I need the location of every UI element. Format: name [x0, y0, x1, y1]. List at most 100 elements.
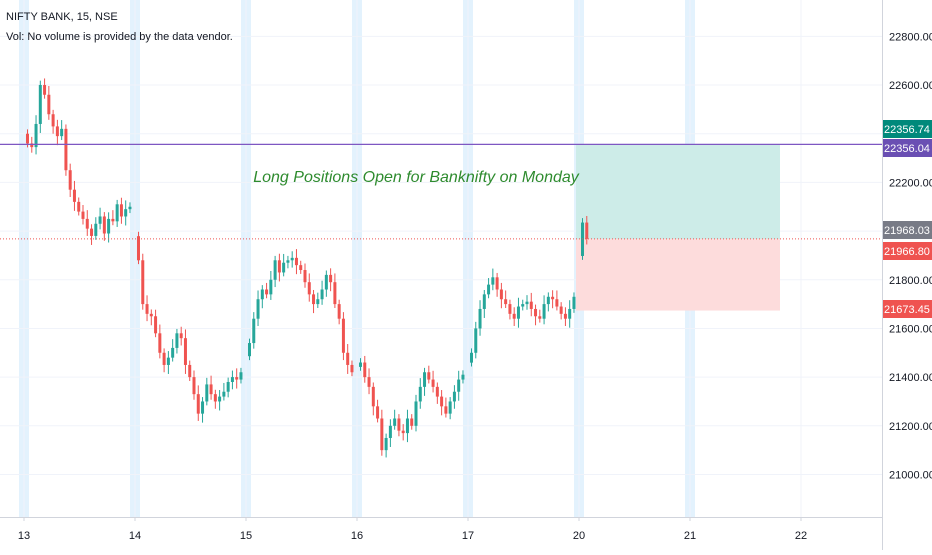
- candle-body: [145, 304, 149, 314]
- candle-body: [282, 262, 286, 273]
- annotation-text: Long Positions Open for Banknifty on Mon…: [253, 169, 580, 186]
- x-tick-label: 17: [462, 530, 474, 542]
- candle-body: [51, 114, 55, 127]
- candle-body: [457, 379, 461, 392]
- candle-body: [423, 372, 427, 387]
- candle-body: [444, 406, 448, 414]
- y-tick-label: 22800.00: [889, 31, 932, 43]
- price-badge-entry: [883, 242, 932, 260]
- candle-body: [346, 352, 350, 365]
- candle-body: [555, 299, 559, 307]
- candle-body: [98, 216, 102, 224]
- candle-body: [435, 386, 439, 397]
- candle-body: [563, 313, 567, 319]
- candle-body: [111, 218, 115, 222]
- candle-body: [521, 304, 525, 307]
- y-tick-label: 21400.00: [889, 372, 932, 384]
- candle-body: [85, 218, 89, 229]
- candle-body: [418, 386, 422, 402]
- candle-body: [461, 374, 465, 380]
- candle-body: [175, 333, 179, 348]
- candle-body: [192, 377, 196, 395]
- candle-body: [414, 401, 418, 426]
- candle-body: [504, 299, 508, 305]
- candle-body: [107, 218, 111, 234]
- candle-body: [482, 294, 486, 309]
- price-badge-stop: [883, 300, 932, 318]
- candle-body: [508, 304, 512, 314]
- candle-body: [568, 308, 572, 319]
- candle-body: [68, 170, 72, 190]
- candle-body: [307, 282, 311, 295]
- candle-body: [363, 362, 367, 378]
- candle-body: [312, 294, 316, 305]
- candle-body: [474, 328, 478, 353]
- candle-body: [162, 352, 166, 365]
- price-badge-last: [883, 221, 932, 239]
- candle-body: [128, 206, 132, 210]
- candle-body: [64, 128, 68, 171]
- candle-body: [329, 274, 333, 283]
- price-badge-label-stop: 21673.45: [884, 304, 930, 316]
- candle-body: [183, 338, 187, 365]
- candle-body: [324, 274, 328, 290]
- candle-body: [491, 277, 495, 285]
- candle-body: [290, 257, 294, 261]
- volume-note: Vol: No volume is provided by the data v…: [6, 31, 233, 43]
- candle-body: [222, 391, 226, 397]
- candle-body: [529, 301, 533, 309]
- candle-body: [81, 211, 85, 219]
- candle-body: [350, 364, 354, 373]
- candle-body: [149, 313, 153, 317]
- candle-body: [115, 204, 119, 222]
- candle-body: [512, 313, 516, 319]
- candle-body: [260, 289, 264, 300]
- candle-body: [196, 394, 200, 414]
- candle-body: [367, 377, 371, 387]
- candle-body: [94, 223, 98, 236]
- candle-body: [542, 304, 546, 319]
- candle-body: [179, 333, 183, 339]
- symbol-title[interactable]: NIFTY BANK, 15, NSE: [6, 11, 118, 23]
- candle-body: [427, 372, 431, 380]
- candle-body: [102, 216, 106, 234]
- candle-body: [124, 209, 128, 217]
- candle-body: [209, 384, 213, 395]
- candle-body: [388, 425, 392, 438]
- candle-body: [384, 437, 388, 451]
- x-tick-label: 14: [129, 530, 141, 542]
- x-tick-label: 16: [351, 530, 363, 542]
- y-tick-label: 21200.00: [889, 421, 932, 433]
- candle-body: [376, 406, 380, 419]
- stop-zone: [576, 239, 780, 311]
- candle-body: [397, 418, 401, 431]
- x-tick-label: 13: [18, 530, 30, 542]
- candle-body: [248, 343, 251, 357]
- candle-body: [26, 133, 29, 144]
- candle-body: [235, 377, 239, 380]
- candle-body: [141, 260, 145, 305]
- candle-body: [60, 128, 64, 137]
- candle-body: [337, 304, 341, 319]
- candle-body: [495, 277, 499, 290]
- candle-body: [55, 126, 59, 137]
- candle-body: [239, 372, 243, 380]
- x-tick-label: 22: [795, 530, 807, 542]
- x-tick-label: 21: [684, 530, 696, 542]
- candle-body: [359, 362, 362, 367]
- y-tick-label: 21600.00: [889, 323, 932, 335]
- candle-body: [410, 418, 414, 426]
- y-tick-label: 22200.00: [889, 177, 932, 189]
- candle-body: [299, 265, 303, 271]
- candle-body: [478, 308, 482, 329]
- candle-body: [277, 260, 281, 273]
- candle-body: [188, 364, 192, 378]
- candle-body: [226, 381, 230, 392]
- candle-body: [205, 384, 209, 402]
- target-zone: [576, 144, 780, 240]
- candle-body: [286, 260, 290, 263]
- price-badge-horizontal-line: [883, 139, 932, 157]
- candle-body: [171, 347, 175, 358]
